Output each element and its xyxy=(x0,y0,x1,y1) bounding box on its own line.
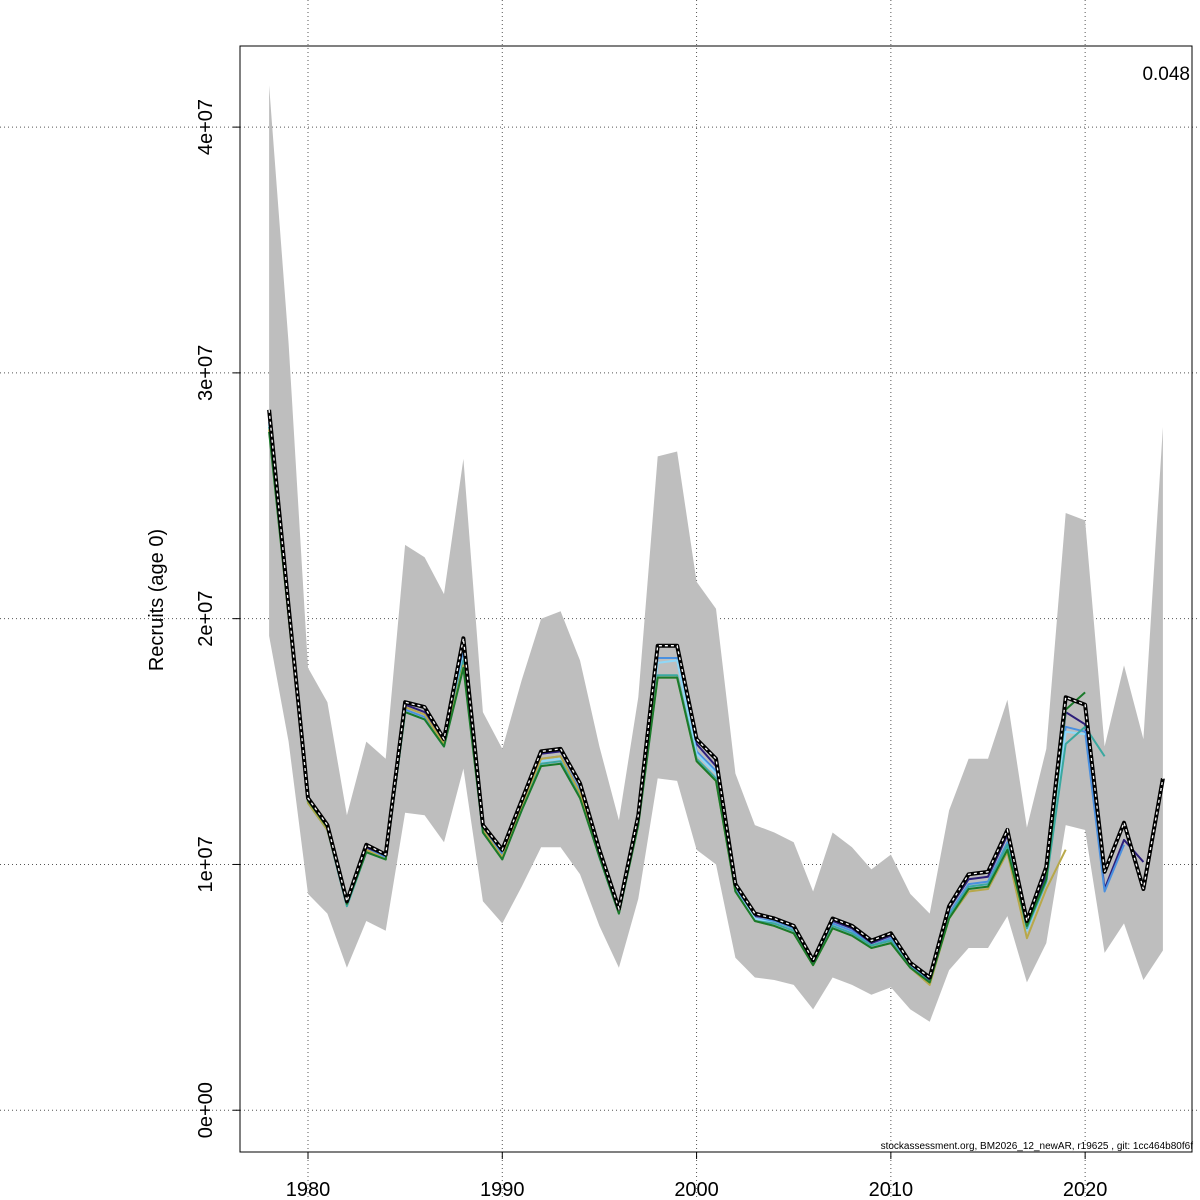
footer-credit: stockassessment.org, BM2026_12_newAR, r1… xyxy=(881,1141,1194,1152)
confidence-band xyxy=(269,85,1163,1022)
series-layer xyxy=(267,409,1165,986)
x-tick-label: 2000 xyxy=(674,1179,719,1200)
x-tick-label: 2010 xyxy=(869,1179,914,1200)
y-axis: 0e+00 1e+07 2e+07 3e+07 4e+07 xyxy=(195,99,240,1138)
y-tick-label: 0e+00 xyxy=(195,1082,217,1138)
x-axis: 1980 1990 2000 2010 2020 xyxy=(286,1152,1108,1200)
x-tick-label: 2020 xyxy=(1063,1179,1108,1200)
y-tick-label: 1e+07 xyxy=(195,836,217,892)
x-tick-label: 1980 xyxy=(286,1179,331,1200)
corner-value-label: 0.048 xyxy=(1142,64,1190,85)
y-tick-label: 3e+07 xyxy=(195,345,217,401)
y-tick-label: 4e+07 xyxy=(195,99,217,155)
series-line xyxy=(268,414,1145,981)
series-line xyxy=(268,409,1164,979)
y-axis-label: Recruits (age 0) xyxy=(146,529,168,671)
x-tick-label: 1990 xyxy=(480,1179,525,1200)
plot-frame xyxy=(239,45,1193,1153)
y-tick-label: 2e+07 xyxy=(195,591,217,647)
